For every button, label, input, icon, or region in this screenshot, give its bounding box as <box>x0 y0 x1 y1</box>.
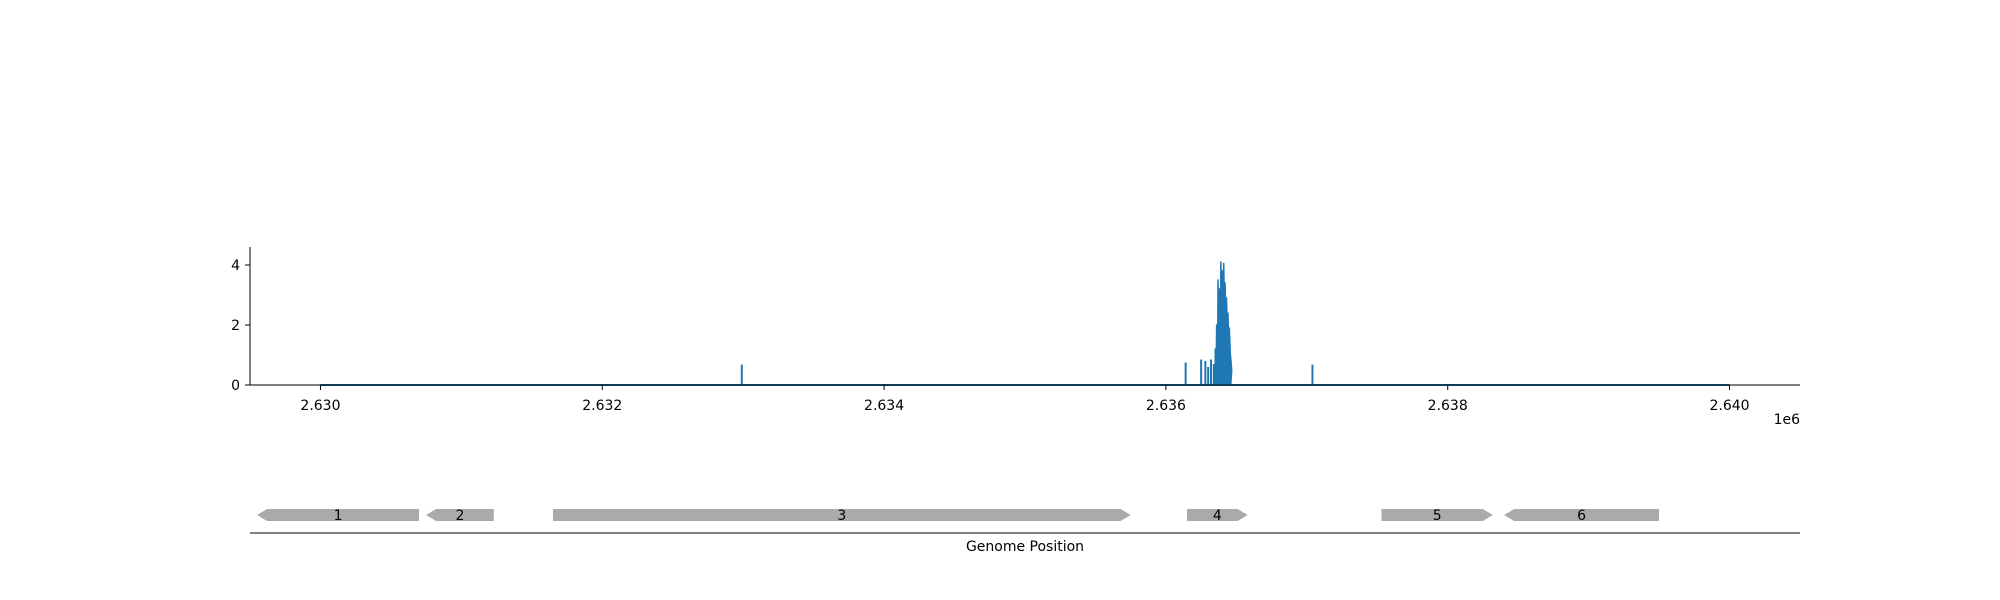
gene-arrow <box>1504 509 1660 521</box>
gene-track: 1 2 3 4 5 6 Genome Position <box>250 508 1800 555</box>
gene-arrow <box>1187 509 1248 521</box>
gene-arrow <box>257 509 420 521</box>
x-axis-offset-label: 1e6 <box>1774 412 1801 428</box>
x-tick-label: 2.634 <box>864 398 904 414</box>
x-tick-label: 2.632 <box>582 398 622 414</box>
gene-arrows: 1 2 3 4 5 6 <box>257 508 1660 524</box>
y-tick-label: 2 <box>231 318 240 334</box>
gene-label: 5 <box>1433 508 1442 524</box>
y-tick-label: 0 <box>231 378 240 394</box>
gene-label: 4 <box>1213 508 1222 524</box>
x-tick-label: 2.630 <box>300 398 340 414</box>
coverage-peak <box>1214 261 1233 386</box>
gene-arrow <box>552 509 1131 521</box>
coverage-plot: 0 2 4 2.630 2.632 2.634 2.636 2.638 2.640 1e6 <box>231 247 1800 428</box>
gene-label: 2 <box>455 508 464 524</box>
coverage-series <box>320 261 1730 386</box>
x-tick-label: 2.640 <box>1709 398 1749 414</box>
x-tick-label: 2.638 <box>1428 398 1468 414</box>
x-ticks: 2.630 2.632 2.634 2.636 2.638 2.640 <box>300 385 1750 414</box>
gene-label: 3 <box>837 508 846 524</box>
gene-arrow <box>1381 509 1493 521</box>
gene-label: 6 <box>1577 508 1586 524</box>
genome-position-label: Genome Position <box>966 539 1084 555</box>
gene-arrow <box>426 509 494 521</box>
y-tick-label: 4 <box>231 258 240 274</box>
gene-label: 1 <box>334 508 343 524</box>
x-tick-label: 2.636 <box>1146 398 1186 414</box>
y-ticks: 0 2 4 <box>231 258 250 394</box>
